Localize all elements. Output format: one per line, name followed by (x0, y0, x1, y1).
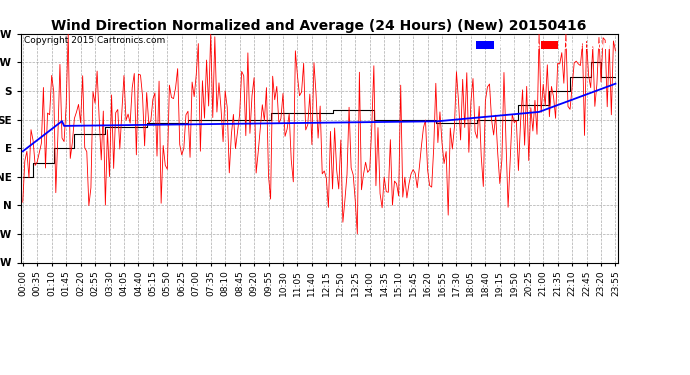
Legend: Average, Direction: Average, Direction (474, 39, 613, 53)
Text: Copyright 2015 Cartronics.com: Copyright 2015 Cartronics.com (23, 36, 165, 45)
Title: Wind Direction Normalized and Average (24 Hours) (New) 20150416: Wind Direction Normalized and Average (2… (52, 19, 586, 33)
